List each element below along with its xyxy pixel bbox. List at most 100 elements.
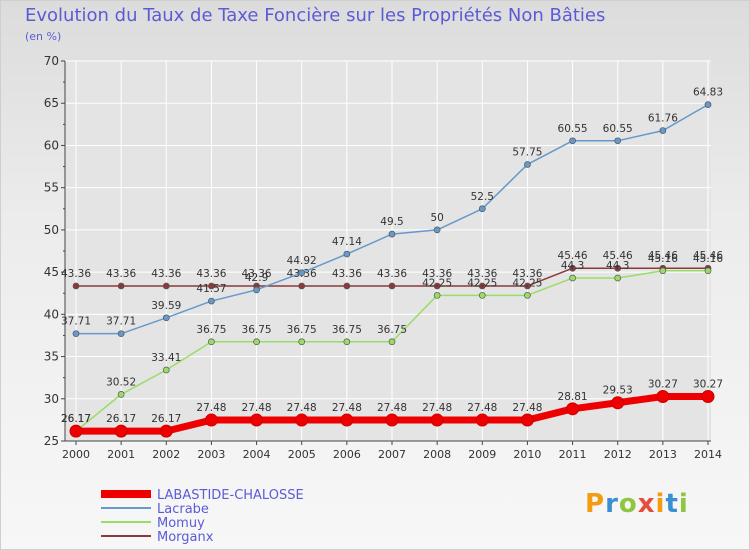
series-momuy: 26.17 30.52 33.41 36.75 36.75 36.75 36.75 36.75… — [61, 253, 723, 435]
data-point — [114, 424, 128, 438]
data-label: 44.92 — [287, 255, 317, 267]
data-label: 44.3 — [606, 260, 629, 272]
x-tick-label: 2001 — [107, 448, 135, 461]
data-point — [433, 226, 441, 234]
data-point — [385, 413, 399, 427]
data-label: 43.36 — [61, 268, 91, 280]
data-point — [208, 338, 215, 346]
data-point — [611, 396, 625, 410]
data-label: 30.52 — [106, 376, 136, 388]
x-tick-label: 2005 — [288, 448, 316, 461]
data-point — [478, 205, 486, 213]
y-tick-label: 25 — [44, 434, 59, 448]
x-tick-label: 2004 — [243, 448, 271, 461]
data-point — [208, 282, 215, 290]
data-label: 43.36 — [512, 268, 542, 280]
data-label: 45.16 — [648, 253, 678, 265]
data-point — [388, 338, 396, 346]
data-label: 27.48 — [287, 402, 317, 414]
x-tick-label: 2000 — [62, 448, 90, 461]
data-label: 60.55 — [603, 123, 633, 135]
data-label: 26.17 — [61, 413, 91, 425]
data-point — [614, 137, 622, 145]
data-label: 36.75 — [242, 324, 272, 336]
data-point — [298, 282, 306, 290]
data-point — [659, 127, 667, 134]
x-tick-label: 2010 — [513, 448, 541, 461]
data-point — [162, 282, 170, 290]
data-label: 26.17 — [106, 413, 136, 425]
data-point — [614, 264, 622, 272]
data-point — [566, 402, 580, 416]
data-label: 45.46 — [558, 250, 588, 262]
data-point — [298, 269, 306, 277]
data-label: 49.5 — [380, 216, 403, 228]
data-label: 42.25 — [512, 277, 542, 289]
data-label: 27.48 — [196, 402, 226, 414]
data-point — [704, 101, 712, 109]
y-tick-label: 30 — [44, 392, 59, 406]
data-label: 52.5 — [471, 191, 494, 203]
data-label: 43.36 — [377, 268, 407, 280]
data-point — [298, 338, 306, 346]
data-point — [117, 282, 125, 290]
logo-letter: t — [665, 489, 679, 519]
data-label: 43.36 — [422, 268, 452, 280]
logo-letter: x — [637, 489, 656, 519]
data-label: 26.17 — [151, 413, 181, 425]
data-label: 43.36 — [196, 268, 226, 280]
data-label: 27.48 — [467, 402, 497, 414]
data-point — [72, 282, 80, 290]
data-label: 27.48 — [332, 402, 362, 414]
data-label: 42.25 — [467, 277, 497, 289]
data-label: 30.27 — [648, 378, 678, 390]
series-morganx: 43.36 43.36 43.36 43.36 43.36 43.36 43.36 43.36… — [61, 250, 723, 290]
data-point — [478, 291, 486, 299]
data-label: 36.75 — [332, 324, 362, 336]
y-tick-label: 40 — [44, 307, 59, 321]
data-point — [704, 267, 712, 275]
y-tick-label: 65 — [44, 96, 59, 110]
logo-letter: i — [678, 489, 689, 519]
y-tick-label: 60 — [44, 138, 59, 152]
logo-letter: r — [605, 489, 619, 519]
data-point — [295, 413, 309, 427]
data-label: 36.75 — [377, 324, 407, 336]
x-tick-label: 2013 — [649, 448, 677, 461]
data-point — [253, 286, 260, 294]
data-label: 43.36 — [467, 268, 497, 280]
data-point — [250, 413, 264, 427]
data-point — [159, 424, 173, 438]
data-label: 43.36 — [242, 268, 272, 280]
data-point — [69, 424, 83, 438]
data-point — [475, 413, 489, 427]
data-label: 45.16 — [693, 253, 723, 265]
data-label: 41.57 — [196, 283, 226, 295]
data-label: 43.36 — [332, 268, 362, 280]
x-tick-label: 2002 — [152, 448, 180, 461]
data-point — [659, 267, 667, 275]
x-tick-label: 2008 — [423, 448, 451, 461]
data-point — [524, 282, 531, 290]
data-label: 47.14 — [332, 236, 362, 248]
data-label: 43.36 — [151, 268, 181, 280]
data-point — [204, 413, 218, 427]
data-point — [388, 230, 396, 238]
data-label: 29.53 — [603, 385, 633, 397]
data-label: 30.27 — [693, 378, 723, 390]
data-point — [343, 282, 351, 290]
x-tick-label: 2011 — [559, 448, 587, 461]
data-label: 27.48 — [422, 402, 452, 414]
x-tick-label: 2009 — [468, 448, 496, 461]
data-point — [569, 137, 576, 145]
data-point — [162, 314, 170, 322]
data-label: 57.75 — [512, 146, 542, 158]
data-point — [433, 282, 441, 290]
x-tick-label: 2014 — [694, 448, 722, 461]
legend-label: Morganx — [157, 530, 214, 545]
data-label: 44.3 — [561, 260, 584, 272]
data-label: 36.75 — [196, 324, 226, 336]
data-point — [340, 413, 354, 427]
series-labastide-chalosse: 26.17 26.17 26.17 27.48 27.48 27.48 27.48 27.48… — [61, 378, 723, 438]
